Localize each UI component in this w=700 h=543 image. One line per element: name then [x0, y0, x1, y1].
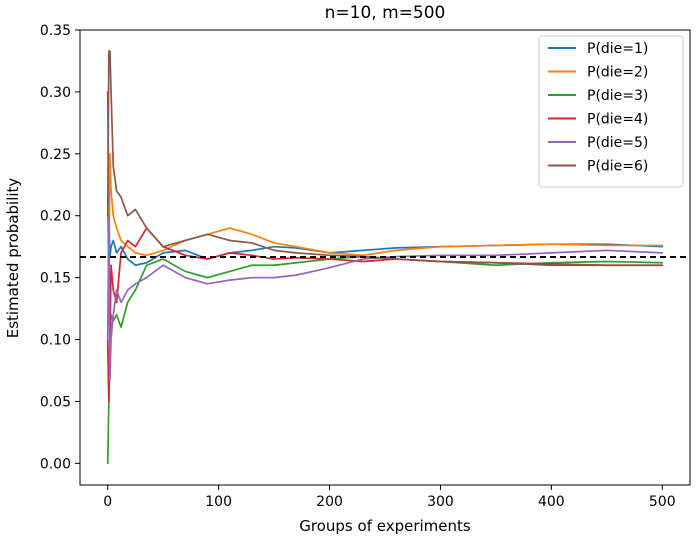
- x-tick-label: 100: [205, 494, 232, 510]
- legend-label-5: P(die=5): [587, 135, 648, 151]
- axes: 0 100 200 300 400 500 0.00 0.05 0.10 0.15 0.20 0.25…: [40, 23, 691, 510]
- y-tick-label: 0.00: [40, 456, 71, 472]
- x-tick-label: 0: [103, 494, 112, 510]
- y-tick-label: 0.35: [40, 23, 71, 39]
- y-tick-label: 0.15: [40, 271, 71, 287]
- legend: P(die=1) P(die=2) P(die=3) P(die=4) P(die=5)…: [538, 35, 684, 188]
- legend-label-3: P(die=3): [587, 88, 648, 104]
- y-tick-label: 0.25: [40, 147, 71, 163]
- plot-area: [80, 50, 690, 465]
- x-tick-label: 200: [316, 494, 343, 510]
- x-tick-label: 300: [427, 494, 454, 510]
- y-tick-label: 0.10: [40, 333, 71, 349]
- x-tick-label: 500: [649, 494, 676, 510]
- x-axis-title: Groups of experiments: [299, 517, 471, 535]
- legend-label-4: P(die=4): [587, 112, 648, 128]
- series-line-4: [106, 227, 664, 403]
- x-tick-label: 400: [538, 494, 565, 510]
- y-axis-title: Estimated probability: [4, 178, 22, 339]
- series-group: [80, 50, 690, 465]
- series-line-3: [106, 255, 664, 465]
- series-line-5: [106, 214, 664, 382]
- legend-box: [538, 35, 684, 188]
- legend-label-1: P(die=1): [587, 41, 648, 57]
- legend-label-2: P(die=2): [587, 65, 648, 81]
- legend-label-6: P(die=6): [587, 159, 648, 175]
- y-tick-label: 0.05: [40, 394, 71, 410]
- y-tick-label: 0.30: [40, 85, 71, 101]
- y-tick-label: 0.20: [40, 209, 71, 225]
- plot-frame: [79, 29, 691, 486]
- chart-title: n=10, m=500: [325, 3, 446, 23]
- series-line-6: [106, 50, 664, 267]
